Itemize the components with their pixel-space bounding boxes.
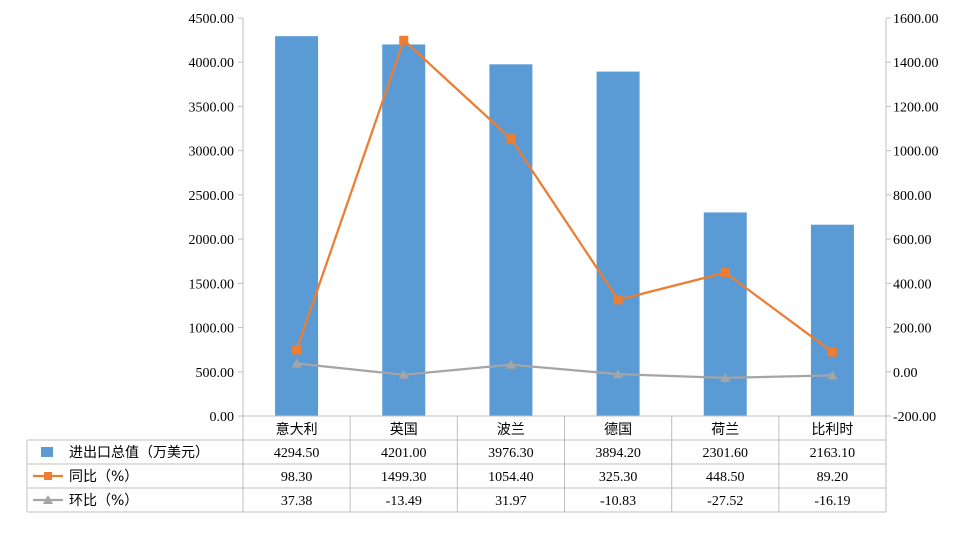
y-right-tick-label: 1000.00: [893, 145, 939, 160]
y-right-tick-label: 1200.00: [893, 100, 939, 115]
point-marker: [720, 268, 730, 278]
y-left-tick-label: 0.00: [210, 410, 235, 425]
legend-label: 环比（%）: [69, 493, 138, 509]
point-marker: [291, 358, 302, 368]
legend-label: 同比（%）: [69, 469, 138, 485]
point-marker: [827, 347, 837, 357]
line-series: [291, 35, 838, 382]
y-right-tick-label: 200.00: [893, 322, 932, 337]
table-cell-value: -13.49: [386, 494, 422, 509]
y-left-tick-label: 2500.00: [189, 189, 235, 204]
y-left-tick-label: 3500.00: [189, 100, 235, 115]
point-marker: [292, 345, 302, 355]
y-left-tick-label: 2000.00: [189, 233, 235, 248]
table-cell-value: 98.30: [281, 470, 313, 485]
point-marker: [506, 134, 516, 144]
y-right-tick-label: 0.00: [893, 366, 918, 381]
table-cell-value: 4294.50: [274, 446, 320, 461]
y-right-tick-label: 1400.00: [893, 56, 939, 71]
x-tick-label: 波兰: [497, 422, 525, 438]
y-right-tick-label: 1600.00: [893, 12, 939, 27]
bar: [596, 71, 640, 416]
series-line: [296, 362, 833, 379]
legend-label: 进出口总值（万美元）: [69, 445, 209, 461]
x-tick-label: 荷兰: [711, 422, 739, 438]
point-marker: [613, 295, 623, 305]
legend-key-bar: [41, 447, 53, 457]
x-tick-label: 英国: [390, 421, 418, 438]
y-left-tick-label: 4000.00: [189, 56, 235, 71]
y-left-tick-label: 3000.00: [189, 145, 235, 160]
table-cell-value: 1499.30: [381, 470, 427, 485]
y-left-tick-label: 4500.00: [189, 12, 235, 27]
legend-key-marker: [43, 495, 53, 504]
series-line: [295, 39, 834, 353]
legend-key-marker: [44, 472, 52, 480]
table-cell-value: 2163.10: [810, 446, 856, 461]
table-cell-value: 325.30: [599, 470, 638, 485]
y-left-tick-label: 500.00: [196, 366, 235, 381]
table-cell-value: -27.52: [707, 494, 743, 509]
bar: [810, 224, 854, 416]
bar: [382, 44, 426, 417]
bar: [703, 212, 747, 416]
y-right-tick-label: -200.00: [893, 410, 936, 425]
bar-series: [275, 36, 854, 417]
point-marker: [398, 369, 409, 379]
bar: [489, 64, 533, 416]
table-cell-value: 89.20: [817, 470, 849, 485]
table-cell-value: 37.38: [281, 494, 313, 509]
y-left-tick-label: 1500.00: [189, 277, 235, 292]
point-marker: [613, 369, 624, 379]
point-marker: [827, 370, 838, 380]
point-marker: [399, 35, 409, 45]
point-marker: [505, 359, 516, 369]
table-cell-value: -16.19: [814, 494, 850, 509]
x-tick-label: 德国: [604, 422, 632, 438]
x-tick-label: 意大利: [276, 421, 318, 438]
table-cell-value: 3894.20: [595, 446, 641, 461]
y-right-tick-label: 600.00: [893, 233, 932, 248]
table-cell-value: 31.97: [495, 494, 527, 509]
y-right-tick-label: 400.00: [893, 277, 932, 292]
table-cell-value: 3976.30: [488, 446, 534, 461]
table-cell-value: 448.50: [706, 470, 745, 485]
table-cell-value: 4201.00: [381, 446, 427, 461]
y-left-tick-label: 1000.00: [189, 322, 235, 337]
point-marker: [720, 372, 731, 382]
x-tick-label: 比利时: [811, 422, 853, 438]
table-cell-value: -10.83: [600, 494, 636, 509]
table-cell-value: 1054.40: [488, 470, 534, 485]
y-right-tick-label: 800.00: [893, 189, 932, 204]
chart-axes: 0.00 500.00 1000.00 1500.00 2000.00 2500.00 30…: [189, 12, 939, 425]
table-cell-value: 2301.60: [703, 446, 749, 461]
